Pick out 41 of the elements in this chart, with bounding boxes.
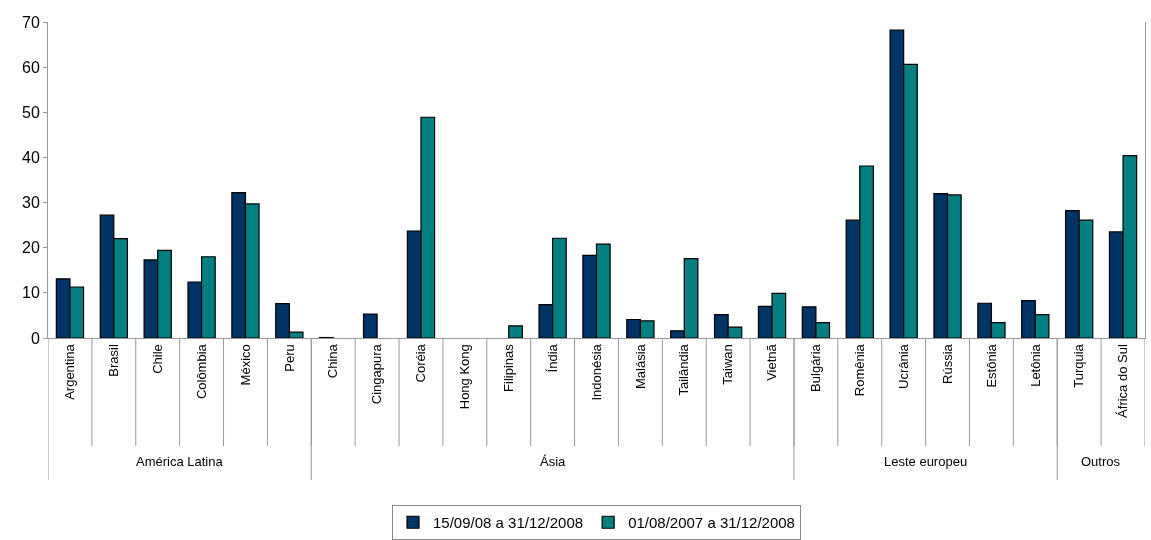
x-tick-label: Hong Kong: [457, 344, 473, 410]
y-tick-label: 0: [30, 329, 40, 347]
text: Ásia: [540, 454, 567, 469]
x-tick-label: Romênia: [852, 343, 868, 397]
x-tick-label: Peru: [281, 344, 297, 372]
x-tick-label: Brasil: [106, 344, 122, 377]
x-tick-label: Tailândia: [676, 343, 692, 396]
x-tick-label: Indonésia: [588, 343, 604, 401]
x-tick-label: Letônia: [1027, 343, 1043, 387]
x-tick-label: Chile: [149, 344, 165, 374]
x-tick-label: Cingapura: [369, 343, 385, 405]
y-tick-label: 40: [22, 149, 40, 167]
y-tick-label: 50: [22, 103, 40, 121]
x-tick-label: Taiwan: [720, 344, 736, 385]
bar: [362, 313, 378, 338]
text: América Latina: [136, 454, 224, 469]
x-tick-label: Argentina: [62, 343, 78, 400]
x-tick-label: Turquia: [1071, 343, 1087, 388]
x-tick-label: Colômbia: [193, 343, 209, 400]
y-tick-label: 30: [22, 194, 40, 212]
x-tick-label: África do Sul: [1115, 344, 1131, 418]
y-tick-label: 60: [22, 58, 40, 76]
legend-label: 01/08/2007 a 31/12/2008: [628, 514, 795, 532]
x-tick-label: México: [237, 344, 253, 386]
x-tick-label: Estônia: [983, 343, 999, 388]
x-tick-label: Ucrânia: [895, 343, 911, 389]
bar: [508, 325, 523, 338]
x-tick-label: Malásia: [632, 343, 648, 389]
y-tick-label: 70: [22, 13, 40, 31]
x-tick-label: Rússia: [939, 343, 955, 384]
x-tick-label: China: [325, 343, 341, 379]
y-tick-label: 20: [22, 239, 40, 257]
x-tick-label: Filipinas: [500, 343, 516, 392]
legend-label: 15/09/08 a 31/12/2008: [433, 514, 584, 532]
x-tick-label: Bulgária: [808, 343, 824, 392]
x-tick-label: Coréia: [413, 343, 429, 383]
text: Leste europeu: [884, 454, 968, 469]
y-tick-label: 10: [22, 284, 40, 302]
x-tick-label: Índia: [544, 343, 560, 373]
text: Outros: [1081, 454, 1121, 469]
x-tick-label: Vietnã: [764, 343, 780, 381]
